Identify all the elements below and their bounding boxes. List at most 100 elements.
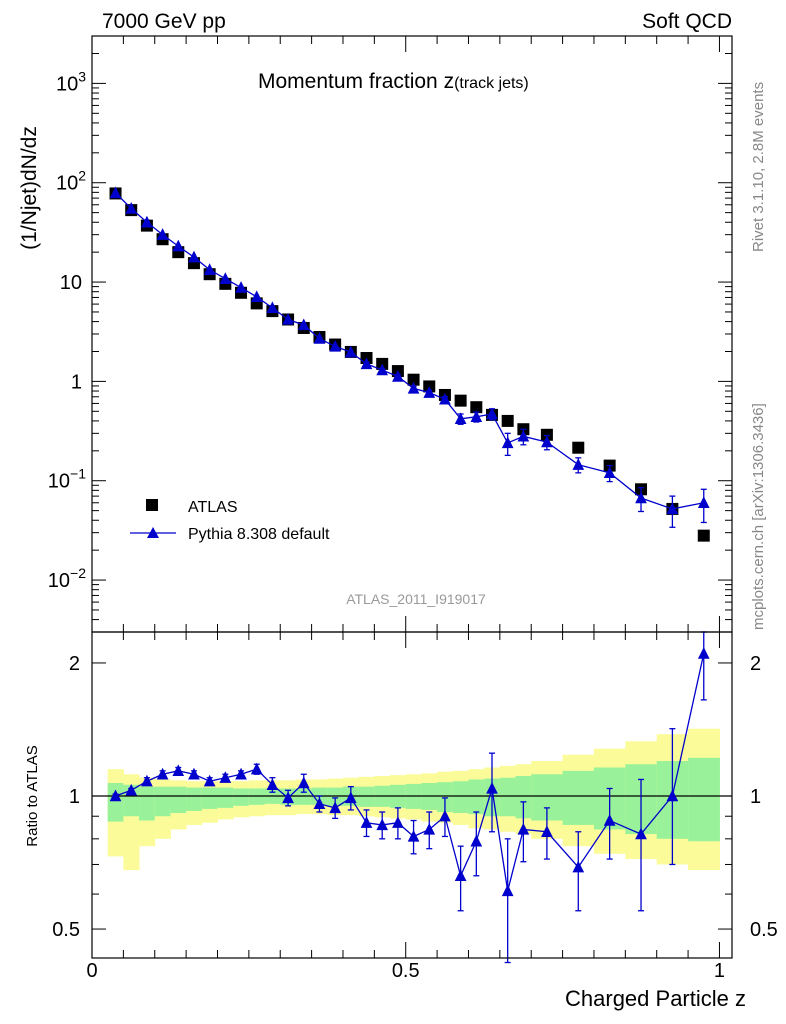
atlas-point	[501, 414, 514, 427]
pythia-point	[697, 496, 710, 508]
ratio-point	[109, 789, 122, 802]
ratio-point	[172, 764, 185, 777]
main-ylabel: (1/Njet)dN/dz	[18, 126, 41, 250]
main-ytick-label: 1	[71, 371, 82, 393]
ratio-point	[407, 829, 420, 842]
header-right: Soft QCD	[642, 10, 732, 33]
ratio-xlabel: Charged Particle z	[565, 986, 746, 1011]
ratio-point	[376, 818, 389, 831]
ratio-point	[666, 789, 679, 802]
ratio-point	[697, 647, 710, 659]
main-ytick-label: 10	[60, 272, 82, 294]
ratio-ytick-label-left: 2	[69, 653, 80, 675]
pythia-point	[423, 386, 436, 398]
ratio-ytick-label-left: 0.5	[52, 919, 80, 941]
pythia-point	[266, 301, 279, 314]
pythia-point	[313, 332, 326, 344]
atlas-point	[172, 246, 185, 259]
pythia-point	[470, 410, 483, 423]
ratio-xtick-label: 0	[86, 960, 97, 982]
ratio-band-inner	[688, 757, 720, 842]
ratio-band-inner	[515, 775, 532, 819]
pythia-point	[250, 290, 263, 303]
ratio-point	[392, 816, 404, 828]
ratio-band-inner	[562, 770, 595, 825]
ratio-point	[235, 767, 247, 780]
legend: ATLAS Pythia 8.308 default	[130, 499, 330, 543]
pythia-point	[297, 318, 310, 331]
legend-label-atlas: ATLAS	[188, 499, 238, 516]
pythia-point	[282, 312, 294, 325]
ratio-plot-frame	[91, 631, 733, 959]
ratio-band-inner	[170, 786, 187, 814]
atlas-point	[470, 401, 483, 414]
header-left: 7000 GeV pp	[102, 10, 226, 33]
main-ytick-label: 10−1	[48, 466, 86, 493]
ratio-point	[313, 797, 326, 810]
ratio-point	[501, 884, 514, 897]
pythia-point	[203, 263, 216, 275]
atlas-point	[572, 441, 585, 454]
ratio-point	[188, 767, 200, 780]
chart-title-sub: (track jets)	[454, 75, 529, 92]
atlas-point	[697, 529, 710, 542]
pythia-point	[486, 407, 498, 420]
ratio-point	[360, 816, 373, 828]
ratio-point	[282, 791, 294, 804]
pythia-point	[603, 466, 616, 479]
atlas-point	[407, 373, 420, 386]
legend-label-pythia: Pythia 8.308 default	[188, 526, 330, 543]
ratio-point	[423, 822, 436, 835]
ratio-band-inner	[499, 777, 517, 817]
ratio-point	[603, 814, 616, 826]
ratio-ytick-label-right: 0.5	[750, 919, 778, 941]
ratio-point	[541, 825, 553, 837]
main-plot-frame-bg	[92, 36, 732, 632]
ratio-ytick-label-left: 1	[69, 786, 80, 808]
pythia-point	[407, 381, 420, 394]
pythia-point	[635, 491, 647, 504]
pythia-point	[188, 250, 200, 263]
pythia-point	[360, 357, 373, 370]
pythia-point	[156, 228, 169, 240]
ratio-band-inner	[186, 787, 203, 811]
ratio-xtick-label: 0.5	[392, 960, 420, 982]
ratio-point	[203, 774, 216, 787]
pythia-point	[109, 186, 122, 199]
ratio-point	[297, 776, 310, 789]
ratio-xtick-label: 1	[714, 960, 725, 982]
ratio-point	[266, 778, 279, 791]
ratio-band-inner	[107, 783, 124, 822]
main-ytick-label: 10−2	[48, 565, 86, 592]
ratio-point	[454, 869, 467, 881]
pythia-point	[172, 239, 185, 252]
ratio-band-inner	[452, 781, 469, 814]
ratio-point	[250, 762, 263, 775]
pythia-point	[392, 370, 404, 382]
ratio-ytick-label-right: 2	[750, 653, 761, 675]
ratio-ytick-label-right: 1	[750, 786, 761, 808]
ratio-point	[156, 767, 169, 780]
ratio-point	[329, 801, 341, 814]
ratio-point	[572, 860, 585, 873]
ratio-point	[439, 809, 451, 822]
watermark: ATLAS_2011_I919017	[346, 591, 486, 607]
ratio-band-inner	[295, 788, 313, 805]
ratio-point	[517, 822, 530, 835]
ratio-point	[486, 781, 498, 794]
ratio-band-inner	[201, 787, 218, 809]
ratio-ylabel: Ratio to ATLAS	[24, 745, 41, 846]
pythia-point	[517, 429, 530, 442]
pythia-point	[141, 215, 153, 228]
pythia-point	[666, 502, 679, 515]
ratio-point	[219, 771, 232, 783]
ratio-band-inner	[468, 779, 485, 815]
pythia-point	[219, 272, 232, 284]
pythia-point	[235, 281, 247, 293]
ratio-series	[109, 631, 710, 964]
main-ytick-label: 103	[56, 68, 86, 95]
main-series	[109, 186, 710, 542]
pythia-point	[541, 435, 553, 448]
atlas-point	[454, 394, 467, 407]
chart-title: Momentum fraction z(track jets)	[258, 70, 529, 93]
